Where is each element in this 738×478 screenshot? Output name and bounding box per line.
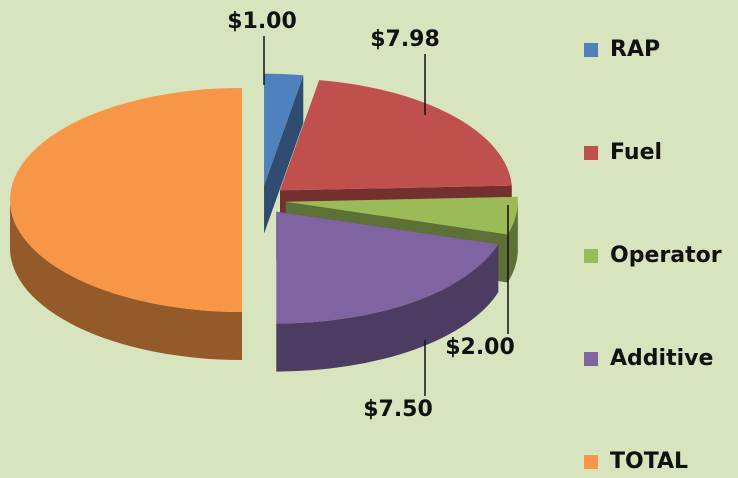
legend-label: Operator xyxy=(610,243,722,268)
legend-label: Fuel xyxy=(610,140,662,165)
legend-label: Additive xyxy=(610,346,713,371)
slice xyxy=(280,80,512,191)
value-label: $2.00 xyxy=(445,335,515,360)
value-label: $7.98 xyxy=(370,27,440,52)
legend-label: RAP xyxy=(610,37,660,62)
value-label: $7.50 xyxy=(363,397,433,422)
slice-edge xyxy=(264,75,304,234)
legend-swatch xyxy=(584,146,598,160)
legend-swatch xyxy=(584,43,598,57)
slice-side xyxy=(10,200,242,360)
legend-swatch xyxy=(584,455,598,469)
legend-swatch xyxy=(584,352,598,366)
value-label: $1.00 xyxy=(227,9,297,34)
legend-label: TOTAL xyxy=(610,449,688,474)
slice xyxy=(276,211,499,324)
slice xyxy=(10,88,242,312)
slice xyxy=(285,196,518,235)
slice-side xyxy=(276,244,499,372)
slice-side xyxy=(507,201,518,283)
legend-swatch xyxy=(584,249,598,263)
slice xyxy=(264,73,304,186)
